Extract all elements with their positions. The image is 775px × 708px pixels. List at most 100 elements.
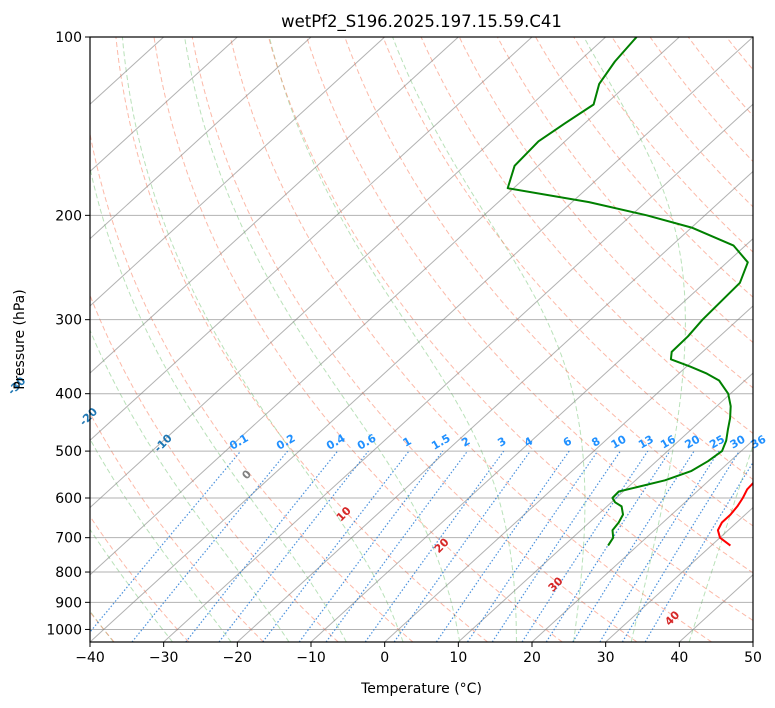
mixing-ratio-line [491,450,621,642]
isotherm [236,170,753,642]
moist-adiabat [90,165,347,642]
x-tick-label: 0 [380,650,389,666]
mixing-ratio-label: 8 [589,435,602,450]
dry-adiabat [765,37,775,642]
x-tick-label: −20 [223,650,253,666]
mixing-ratio-line [262,450,410,642]
mixing-ratio-line [572,450,695,642]
x-tick-label: 30 [597,650,615,666]
isotherm [457,372,753,642]
mixing-ratio-line [90,450,242,633]
x-tick-label: −40 [75,650,105,666]
moist-adiabat [688,444,753,642]
isotherm [605,506,753,642]
mixing-ratio-line [325,450,468,642]
mixing-ratio-line [521,450,649,642]
moist-adiabat [583,37,686,642]
x-tick-label: −30 [149,650,179,666]
x-tick-label: 20 [523,650,541,666]
y-tick-label: 400 [55,387,82,403]
dry-adiabat [90,412,264,642]
chart-title: wetPf2_S196.2025.197.15.59.C41 [281,12,562,32]
dry-adiabat [191,37,638,642]
mixing-ratio-label: 0.2 [274,432,297,453]
isotherm [531,439,753,642]
dry-adiabat [90,131,414,642]
y-axis: 100 200 300 400 500 600 700 800 900 1000 [46,30,90,638]
mixing-ratio-line [466,450,599,642]
dry-adiabat-label: -20 [77,405,100,428]
mixing-ratio-line [185,450,339,642]
isotherm [90,37,753,642]
dry-adiabat-label: 20 [432,535,452,555]
dry-adiabat-label: 10 [334,504,354,524]
dry-adiabat-label: 30 [546,574,566,594]
x-tick-label: 10 [449,650,467,666]
mixing-ratio-label: 1 [401,435,414,450]
x-axis: −40 −30 −20 −10 0 10 20 30 40 50 [75,642,762,666]
isotherm [90,37,533,442]
temperature-profile-line [716,481,753,547]
moist-adiabat [184,37,461,642]
moist-adiabat [90,438,232,642]
mixing-ratio-label: 6 [561,434,574,449]
isotherm [90,37,238,173]
isotherm [90,37,312,240]
y-tick-label: 600 [55,491,82,507]
plot-frame [89,36,754,643]
mixing-ratio-line [131,450,289,642]
x-axis-title: Temperature (°C) [360,681,482,697]
mixing-ratio-line [435,450,570,642]
y-axis-title: Pressure (hPa) [12,289,28,389]
x-tick-label: 40 [670,650,688,666]
mixing-ratio-line [644,461,753,642]
y-tick-label: 900 [55,595,82,611]
mixing-ratio-label: 1.5 [429,432,452,453]
y-tick-label: 800 [55,565,82,581]
y-tick-label: 1000 [46,622,82,638]
moist-adiabat [268,37,517,642]
dry-adiabat [153,37,563,642]
moist-adiabat [392,37,586,642]
dry-adiabat [229,37,712,642]
isotherm [384,305,753,642]
y-tick-label: 300 [55,313,82,329]
mixing-ratio-line [545,450,671,642]
mixing-ratio-label: 3 [495,435,508,450]
dry-adiabat [726,37,753,71]
mixing-ratio-label: 13 [636,433,656,452]
y-tick-label: 100 [55,30,82,46]
dry-adiabat [649,37,753,163]
isotherm [90,37,459,374]
y-tick-label: 500 [55,444,82,460]
dry-adiabat [382,37,753,481]
dry-adiabat [687,37,753,117]
mixing-ratio-label: 0.4 [324,431,348,452]
mixing-ratio-line [364,450,505,642]
mixing-ratio-line [298,450,444,642]
y-tick-label: 700 [55,531,82,547]
mixing-ratio-line [218,450,369,642]
dry-adiabat-label: 40 [662,608,682,628]
isotherm [310,237,753,642]
mixing-ratio-line [393,450,531,642]
dry-adiabat-label: 0 [239,467,254,482]
mixing-ratio-line [599,450,720,642]
dry-adiabat [115,37,488,642]
isotherm [90,37,680,576]
dry-adiabat [535,37,753,298]
y-tick-label: 200 [55,208,82,224]
dewpoint-profile-line [506,37,749,547]
mixing-ratio-line [621,450,740,642]
isotherm [90,37,607,509]
mixing-ratio-label: 2 [459,435,472,450]
moist-adiabat [90,328,290,642]
x-tick-label: 50 [744,650,762,666]
mixing-ratio-label: 30 [728,432,748,451]
x-tick-label: −10 [296,650,326,666]
moist-adiabat [121,37,404,642]
dry-adiabat [420,37,753,435]
isotherm [90,37,386,307]
dry-adiabat [573,37,753,253]
